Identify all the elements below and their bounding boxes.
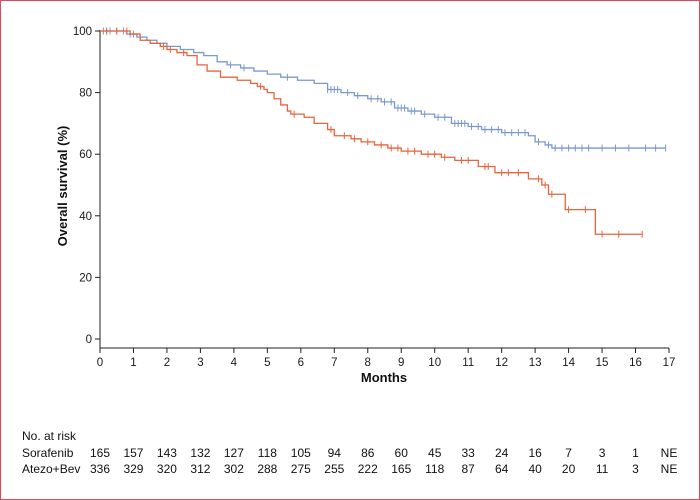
risk-count: 3 — [599, 446, 606, 460]
x-tick-label: 4 — [231, 357, 238, 369]
risk-count: 255 — [324, 462, 344, 476]
risk-count: 320 — [157, 462, 177, 476]
risk-count: NE — [661, 462, 678, 476]
x-tick-label: 12 — [495, 357, 508, 369]
x-tick-label: 6 — [298, 357, 304, 369]
x-tick-label: 7 — [331, 357, 337, 369]
y-tick-label: 40 — [79, 211, 92, 223]
risk-count: 288 — [257, 462, 277, 476]
risk-rows: Sorafenib 165 157 143 132 127 118 105 94 86 60 45 33… — [22, 446, 677, 476]
risk-count: 118 — [425, 462, 444, 476]
risk-count: 302 — [224, 462, 244, 476]
risk-count: 143 — [157, 446, 177, 460]
risk-count: 24 — [495, 446, 509, 460]
risk-count: 127 — [224, 446, 244, 460]
risk-count: 312 — [190, 462, 210, 476]
x-tick-label: 17 — [663, 357, 676, 369]
risk-count: 7 — [565, 446, 572, 460]
risk-count: 33 — [461, 446, 475, 460]
risk-count: NE — [661, 446, 678, 460]
x-tick-label: 0 — [97, 357, 103, 369]
risk-count: 3 — [632, 462, 639, 476]
y-tick-label: 20 — [79, 272, 92, 284]
y-tick-label: 0 — [86, 334, 92, 346]
risk-count: 11 — [596, 462, 609, 476]
survival-curves — [100, 27, 667, 238]
risk-count: 275 — [291, 462, 311, 476]
y-tick-label: 100 — [73, 26, 92, 38]
x-axis-title: Months — [361, 370, 407, 385]
x-tick-label: 1 — [130, 357, 136, 369]
risk-count: 45 — [428, 446, 442, 460]
y-tick-label: 60 — [79, 149, 92, 161]
x-tick-label: 13 — [529, 357, 542, 369]
x-tick-label: 10 — [428, 357, 441, 369]
risk-count: 16 — [528, 446, 542, 460]
risk-count: 40 — [528, 462, 542, 476]
risk-count: 87 — [461, 462, 475, 476]
y-tick-label: 80 — [79, 88, 92, 100]
risk-count: 157 — [123, 446, 143, 460]
risk-count: 165 — [90, 446, 110, 460]
x-tick-label: 5 — [264, 357, 270, 369]
x-tick-label: 11 — [462, 357, 474, 369]
risk-count: 64 — [495, 462, 509, 476]
x-tick-label: 14 — [562, 357, 575, 369]
risk-count: 60 — [395, 446, 409, 460]
risk-count: 336 — [90, 462, 110, 476]
x-tick-label: 9 — [398, 357, 404, 369]
y-axis-title: Overall survival (%) — [55, 126, 70, 247]
risk-row-label: Atezo+Bev — [22, 462, 80, 476]
risk-count: 222 — [358, 462, 378, 476]
risk-count: 94 — [328, 446, 342, 460]
y-ticks: 0 20 40 60 80 100 — [73, 26, 100, 346]
risk-table-heading: No. at risk — [22, 429, 77, 443]
risk-count: 86 — [361, 446, 375, 460]
risk-count: 1 — [632, 446, 639, 460]
risk-count: 118 — [258, 446, 277, 460]
x-ticks: 0 1 2 3 4 5 6 7 8 9 10 11 12 13 14 15 16 17 — [97, 348, 676, 369]
risk-table: No. at risk Sorafenib 165 157 143 132 127 118 1… — [22, 429, 677, 476]
x-tick-label: 15 — [596, 357, 609, 369]
curve-atezo-bev — [100, 30, 643, 235]
risk-count: 105 — [291, 446, 311, 460]
x-tick-label: 2 — [164, 357, 170, 369]
x-tick-label: 8 — [365, 357, 371, 369]
risk-row-label: Sorafenib — [22, 446, 74, 460]
risk-count: 20 — [562, 462, 576, 476]
risk-count: 165 — [391, 462, 411, 476]
curve-sorafenib — [100, 30, 666, 149]
risk-count: 329 — [123, 462, 143, 476]
x-tick-label: 3 — [197, 357, 203, 369]
x-tick-label: 16 — [629, 357, 642, 369]
risk-count: 132 — [190, 446, 210, 460]
